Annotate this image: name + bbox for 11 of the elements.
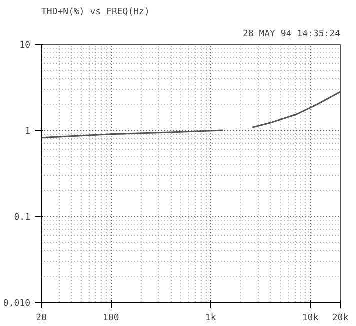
text: 28 MAY 94 14:35:24 [242, 30, 341, 40]
y-tick-label: 1 [25, 127, 31, 137]
x-tick-label: 1k [205, 314, 217, 324]
y-tick-label: 0.1 [14, 213, 31, 223]
x-tick-label: 20k [332, 314, 350, 324]
chart-title: THD+N(%) vs FREQ(Hz) [42, 8, 150, 18]
y-tick-label: 10 [20, 41, 31, 51]
y-tick-label: 0.010 [3, 299, 30, 309]
x-tick-label: 10k [302, 314, 320, 324]
x-tick-label: 100 [103, 314, 120, 324]
x-tick-label: 20 [36, 314, 47, 324]
